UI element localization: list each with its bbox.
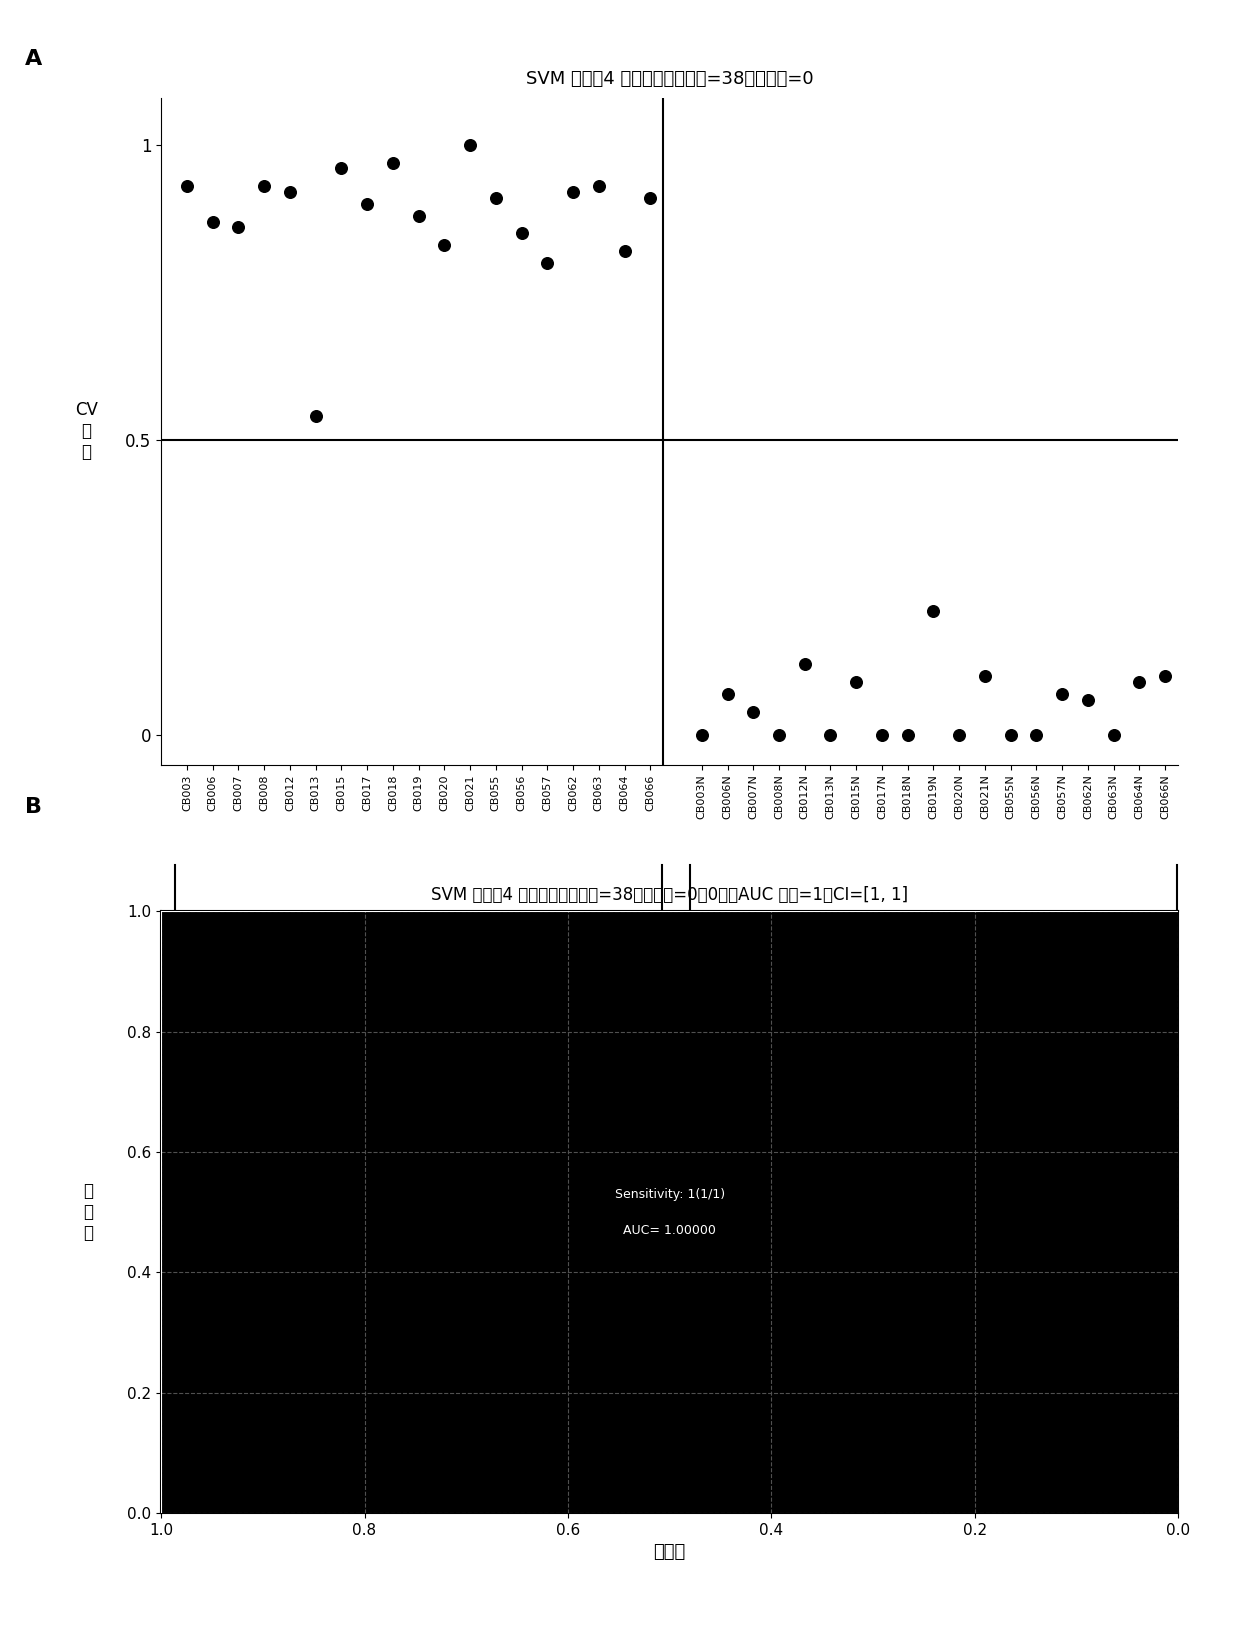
Text: 样本编号: 样本编号 [656, 1030, 696, 1048]
Point [409, 203, 429, 229]
Point [872, 722, 892, 748]
Point [228, 215, 248, 241]
Title: SVM 算法，4 个预变子，总样本=38，错误率=0（0），AUC 曲线=1，CI=[1, 1]: SVM 算法，4 个预变子，总样本=38，错误率=0（0），AUC 曲线=1，C… [432, 887, 908, 905]
Point [1156, 664, 1176, 690]
Point [357, 190, 377, 216]
Text: Sensitivity: 1(1/1): Sensitivity: 1(1/1) [615, 1188, 724, 1201]
Text: 正常: 正常 [924, 960, 944, 978]
Point [924, 599, 944, 625]
Point [743, 698, 763, 724]
Point [486, 185, 506, 212]
Point [950, 722, 970, 748]
Text: A: A [25, 49, 42, 68]
Point [1001, 722, 1021, 748]
Point [898, 722, 918, 748]
Point [331, 156, 351, 182]
Point [306, 403, 326, 430]
Point [975, 664, 994, 690]
Point [769, 722, 789, 748]
X-axis label: 特异性: 特异性 [653, 1544, 686, 1562]
Point [434, 233, 454, 259]
Point [1053, 680, 1073, 706]
Point [615, 238, 635, 264]
Point [1130, 669, 1149, 695]
Point [563, 179, 583, 205]
Point [718, 680, 738, 706]
Point [280, 179, 300, 205]
Point [537, 251, 557, 277]
Point [589, 172, 609, 198]
Point [821, 722, 841, 748]
Title: SVM 算法，4 个预变子，总样本=38，错误率=0: SVM 算法，4 个预变子，总样本=38，错误率=0 [526, 70, 813, 88]
Point [1027, 722, 1047, 748]
Point [795, 651, 815, 677]
Point [640, 185, 660, 212]
Point [692, 722, 712, 748]
Text: 癌症: 癌症 [409, 960, 429, 978]
Point [254, 172, 274, 198]
Point [847, 669, 867, 695]
Y-axis label: 灵
敏
度: 灵 敏 度 [83, 1183, 93, 1241]
Text: B: B [25, 797, 42, 817]
Point [383, 150, 403, 176]
Point [460, 132, 480, 158]
Point [1104, 722, 1123, 748]
Text: AUC= 1.00000: AUC= 1.00000 [624, 1224, 715, 1237]
Point [203, 208, 223, 234]
Point [177, 172, 197, 198]
Point [512, 220, 532, 246]
Y-axis label: CV
概
率: CV 概 率 [74, 402, 98, 460]
Point [1078, 687, 1097, 713]
